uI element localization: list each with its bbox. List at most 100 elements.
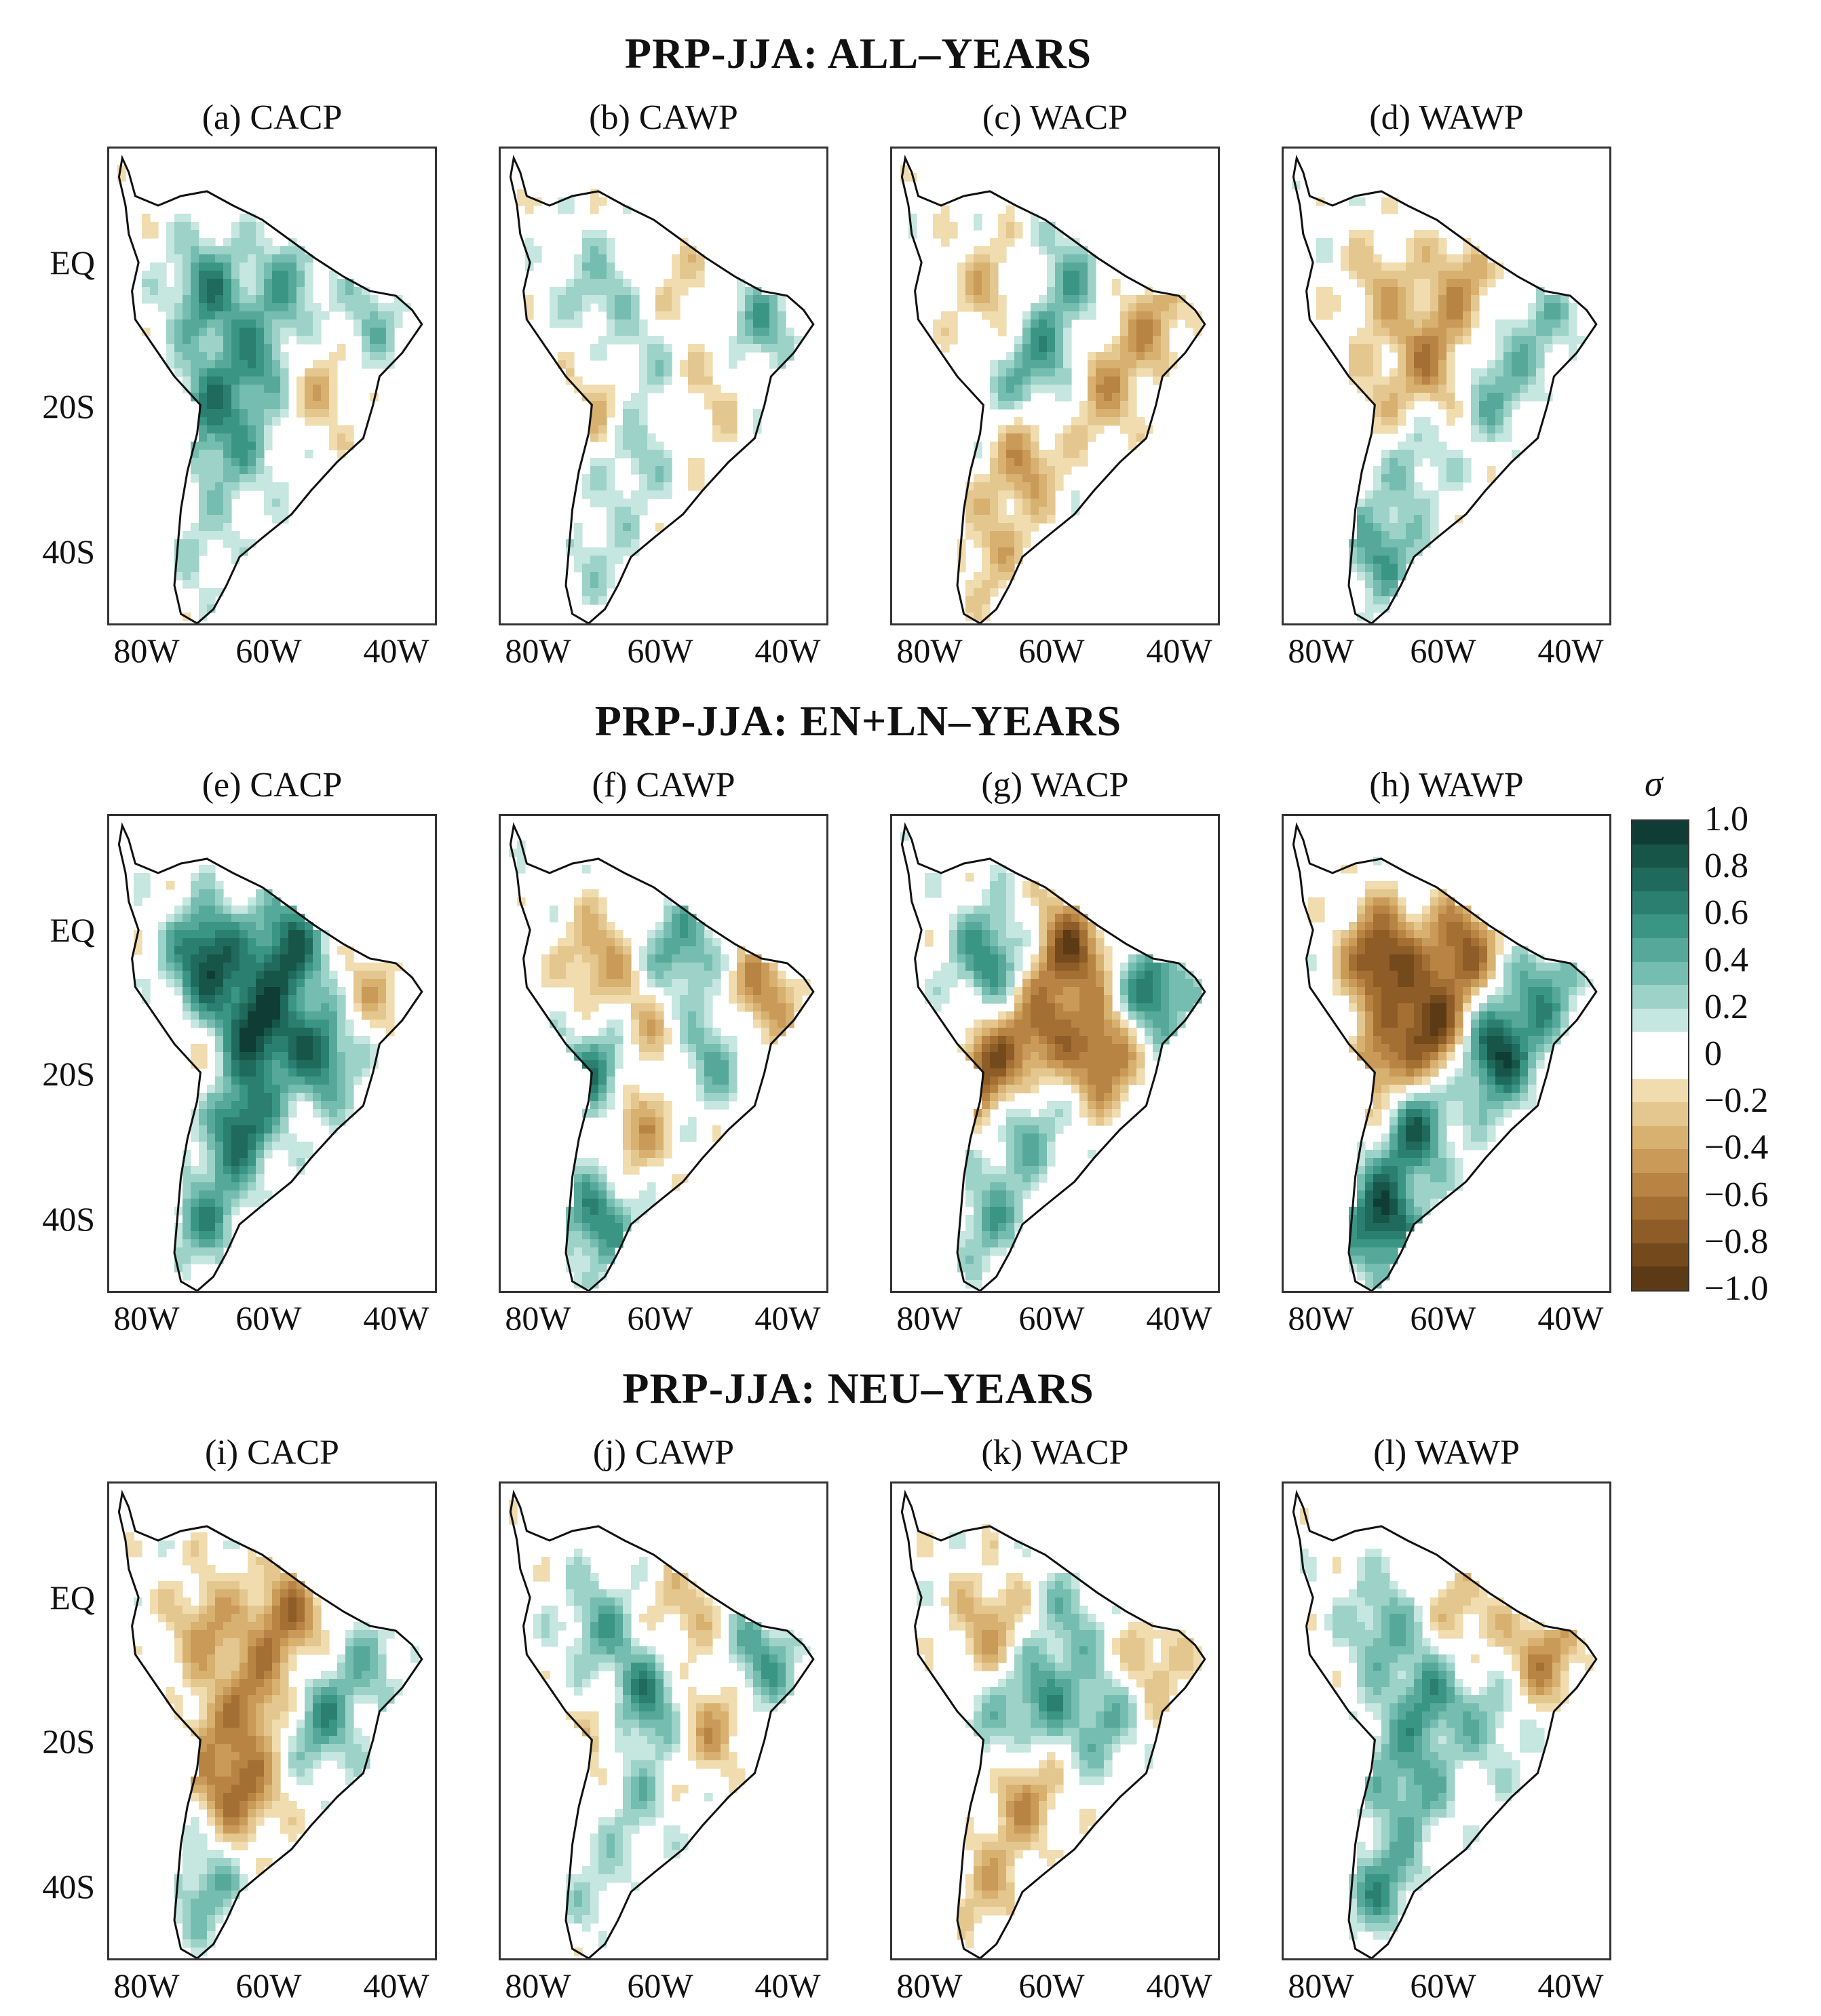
anomaly-cell bbox=[672, 971, 681, 980]
anomaly-cell bbox=[1446, 450, 1455, 459]
anomaly-cell bbox=[272, 1109, 281, 1118]
anomaly-cell bbox=[1039, 360, 1048, 369]
anomaly-cell bbox=[1414, 1052, 1423, 1061]
anomaly-cell bbox=[1503, 954, 1512, 963]
anomaly-cell bbox=[974, 914, 982, 923]
anomaly-cell bbox=[753, 311, 762, 320]
anomaly-cell bbox=[590, 995, 599, 1004]
anomaly-cell bbox=[688, 1011, 697, 1020]
anomaly-cell bbox=[1079, 425, 1088, 434]
anomaly-cell bbox=[582, 1231, 591, 1240]
anomaly-cell bbox=[769, 1011, 778, 1020]
anomaly-cell bbox=[1022, 1036, 1031, 1045]
anomaly-cell bbox=[174, 279, 183, 288]
anomaly-cell bbox=[1536, 979, 1545, 988]
anomaly-cell bbox=[174, 930, 183, 939]
anomaly-cell bbox=[296, 393, 305, 402]
anomaly-cell bbox=[191, 263, 199, 271]
anomaly-cell bbox=[1063, 1068, 1072, 1077]
anomaly-cell bbox=[721, 1036, 729, 1045]
anomaly-cell bbox=[1455, 987, 1463, 996]
anomaly-cell bbox=[1365, 1028, 1374, 1036]
anomaly-cell bbox=[1014, 531, 1023, 540]
anomaly-cell bbox=[256, 279, 265, 288]
anomaly-cell bbox=[142, 287, 151, 296]
anomaly-cell bbox=[1520, 344, 1529, 353]
anomaly-cell bbox=[1381, 490, 1390, 499]
anomaly-cell bbox=[647, 1158, 656, 1167]
anomaly-cell bbox=[223, 1093, 232, 1102]
anomaly-cell bbox=[1520, 1036, 1529, 1045]
anomaly-cell bbox=[1438, 889, 1447, 898]
anomaly-cell bbox=[982, 263, 991, 271]
anomaly-cell bbox=[183, 263, 191, 271]
anomaly-cell bbox=[313, 946, 322, 955]
anomaly-cell bbox=[1128, 303, 1137, 312]
anomaly-cell bbox=[1381, 938, 1390, 947]
anomaly-cell bbox=[199, 539, 208, 548]
anomaly-cell bbox=[615, 1060, 624, 1069]
anomaly-cell bbox=[1381, 206, 1390, 214]
anomaly-cell bbox=[296, 409, 305, 418]
anomaly-cell bbox=[1487, 1028, 1496, 1036]
anomaly-cell bbox=[607, 401, 615, 410]
anomaly-cell bbox=[296, 303, 305, 312]
anomaly-cell bbox=[1373, 531, 1382, 540]
anomaly-cell bbox=[1349, 352, 1358, 361]
anomaly-cell bbox=[305, 938, 313, 947]
anomaly-cell bbox=[1006, 963, 1015, 971]
anomaly-cell bbox=[248, 393, 256, 402]
anomaly-cell bbox=[248, 1003, 256, 1012]
anomaly-cell bbox=[1006, 1150, 1015, 1159]
anomaly-cell bbox=[1031, 303, 1039, 312]
anomaly-cell bbox=[1014, 385, 1023, 393]
anomaly-cell bbox=[183, 547, 191, 556]
anomaly-cell bbox=[1022, 490, 1031, 499]
anomaly-cell bbox=[272, 336, 281, 345]
anomaly-cell bbox=[1055, 344, 1064, 353]
anomaly-cell bbox=[1487, 1011, 1496, 1020]
anomaly-cell bbox=[223, 1150, 232, 1159]
anomaly-cell bbox=[1528, 360, 1537, 369]
anomaly-cell bbox=[199, 295, 208, 304]
anomaly-cell bbox=[305, 393, 313, 402]
anomaly-cell bbox=[223, 1052, 232, 1061]
anomaly-cell bbox=[704, 1052, 713, 1061]
anomaly-cell bbox=[1512, 1044, 1520, 1053]
anomaly-cell bbox=[623, 954, 632, 963]
anomaly-cell bbox=[150, 279, 159, 288]
anomaly-cell bbox=[313, 303, 322, 312]
anomaly-cell bbox=[680, 246, 689, 255]
anomaly-cell bbox=[680, 279, 689, 288]
anomaly-cell bbox=[1446, 954, 1455, 963]
anomaly-cell bbox=[223, 336, 232, 345]
anomaly-cell bbox=[982, 580, 991, 589]
anomaly-cell bbox=[248, 987, 256, 996]
anomaly-cell bbox=[158, 287, 167, 296]
anomaly-cell bbox=[215, 954, 224, 963]
anomaly-cell bbox=[1544, 1036, 1553, 1045]
anomaly-cell bbox=[174, 979, 183, 988]
anomaly-cell bbox=[729, 1077, 737, 1085]
anomaly-cell bbox=[941, 222, 950, 231]
anomaly-cell bbox=[1381, 1020, 1390, 1028]
anomaly-cell bbox=[607, 515, 615, 524]
anomaly-cell bbox=[672, 1011, 681, 1020]
anomaly-cell bbox=[296, 963, 305, 971]
anomaly-cell bbox=[264, 385, 273, 393]
anomaly-cell bbox=[1047, 971, 1056, 980]
anomaly-cell bbox=[264, 271, 273, 279]
anomaly-cell bbox=[574, 1036, 583, 1045]
anomaly-cell bbox=[174, 319, 183, 328]
anomaly-cell bbox=[1047, 222, 1056, 231]
anomaly-cell bbox=[321, 1109, 330, 1118]
anomaly-cell bbox=[370, 311, 379, 320]
anomaly-cell bbox=[1422, 971, 1431, 980]
anomaly-cell bbox=[256, 897, 265, 906]
anomaly-cell bbox=[982, 1182, 991, 1191]
anomaly-cell bbox=[1022, 1085, 1031, 1093]
anomaly-cell bbox=[949, 336, 958, 345]
anomaly-cell bbox=[1349, 930, 1358, 939]
anomaly-cell bbox=[582, 596, 591, 605]
anomaly-cell bbox=[1398, 1036, 1406, 1045]
